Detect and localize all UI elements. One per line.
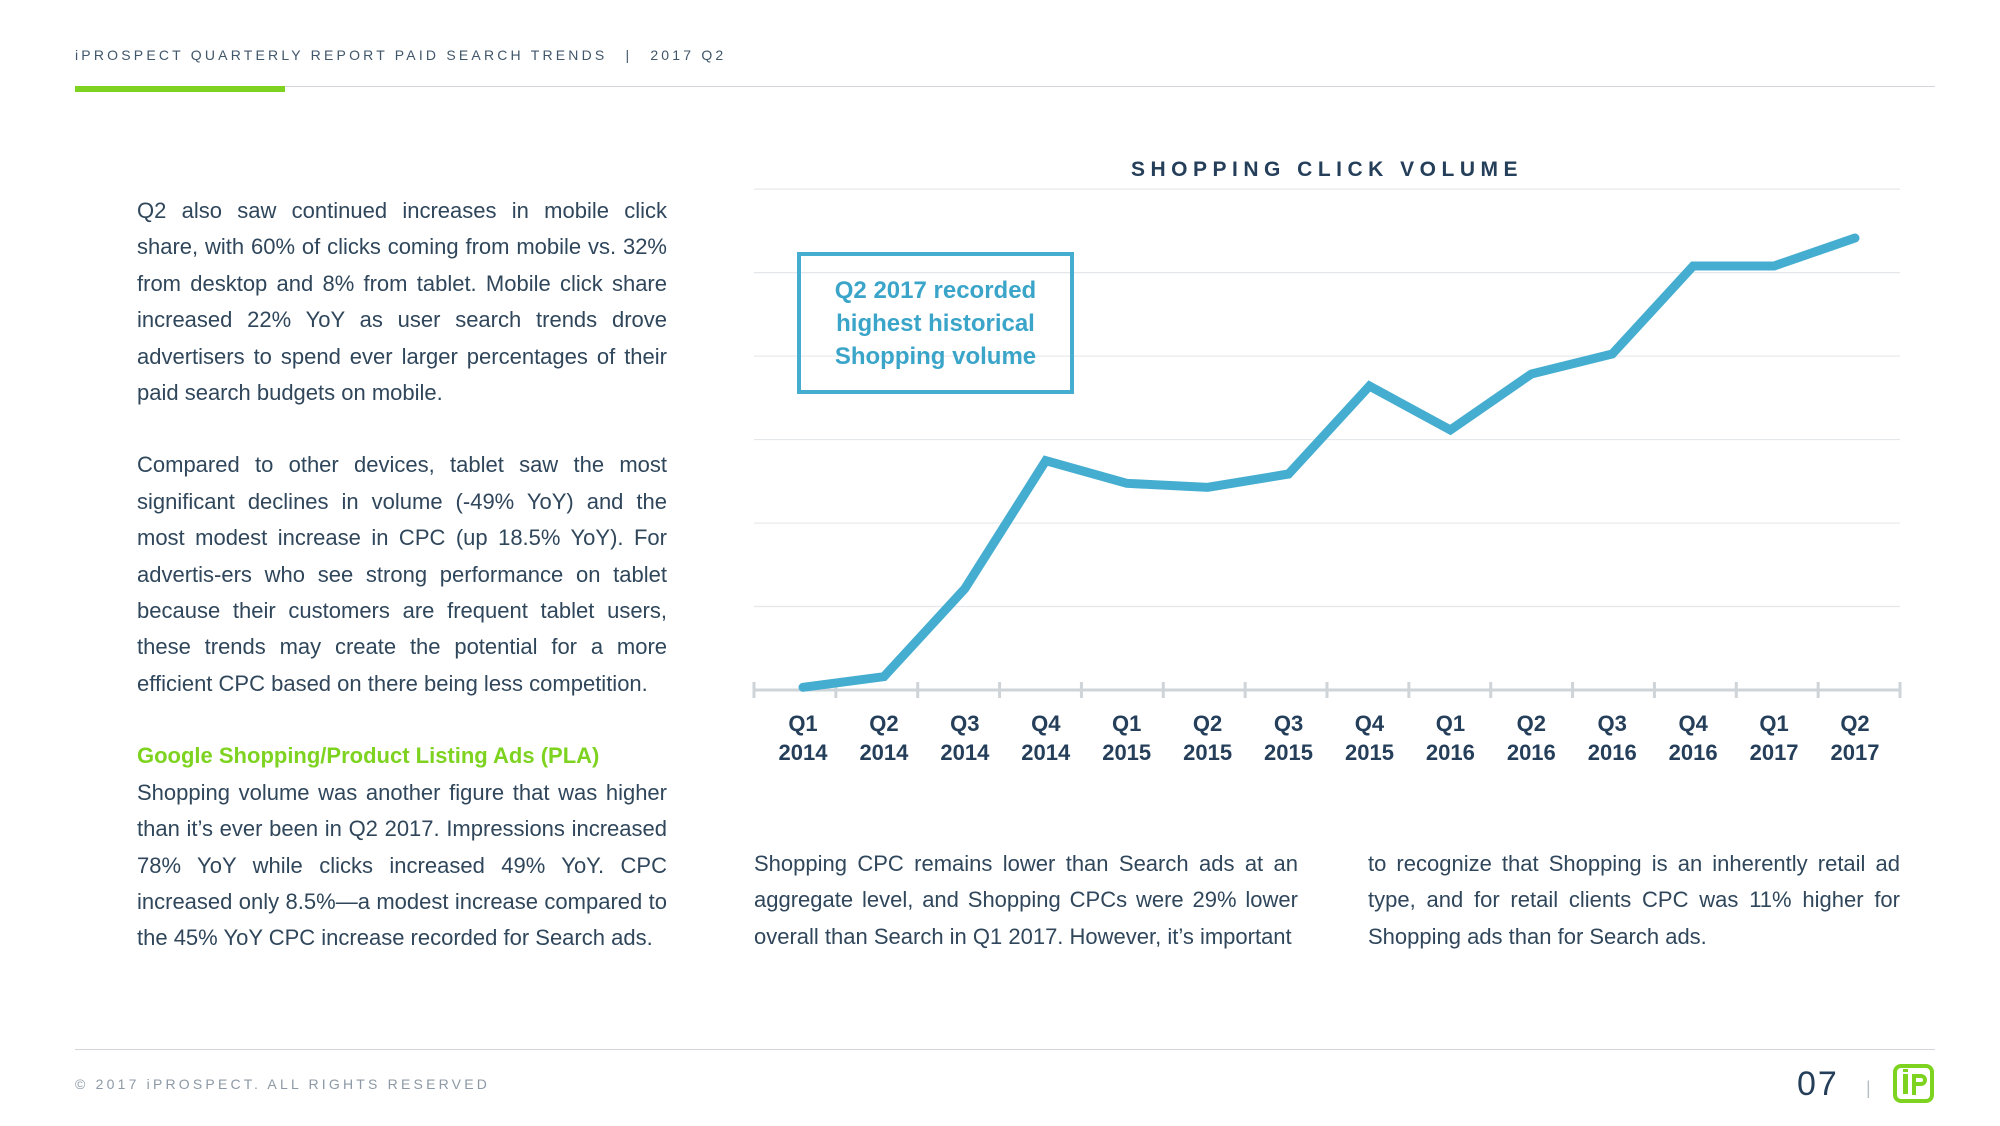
x-tick-label-quarter: Q3 <box>1598 711 1627 736</box>
x-tick-label-year: 2015 <box>1102 740 1151 765</box>
report-header: iPROSPECT QUARTERLY REPORT PAID SEARCH T… <box>75 47 726 63</box>
page-number: 07 <box>1797 1065 1839 1103</box>
x-tick-label-year: 2017 <box>1750 740 1799 765</box>
x-tick-label-quarter: Q1 <box>1759 711 1788 736</box>
series-line <box>798 233 1860 692</box>
data-point <box>1773 265 1775 267</box>
x-tick-label-quarter: Q1 <box>788 711 817 736</box>
data-point <box>883 676 885 678</box>
x-tick-label-year: 2015 <box>1345 740 1394 765</box>
x-tick-label-quarter: Q4 <box>1355 711 1385 736</box>
header-rule <box>75 86 1935 87</box>
shopping-volume-paragraph: Shopping volume was another figure that … <box>137 779 667 951</box>
data-point <box>802 686 804 688</box>
header-separator: | <box>625 47 633 63</box>
x-tick-label-quarter: Q1 <box>1112 711 1141 736</box>
x-tick-label-quarter: Q2 <box>1517 711 1546 736</box>
data-point <box>1611 353 1613 355</box>
data-point <box>1207 486 1209 488</box>
cpc-text-column-2: to recognize that Shopping is an inheren… <box>1368 851 1900 949</box>
x-tick-label-year: 2014 <box>1021 740 1071 765</box>
chart-callout: Q2 2017 recorded highest historical Shop… <box>797 252 1074 394</box>
cpc-text-column-1: Shopping CPC remains lower than Search a… <box>754 851 1298 949</box>
footer-separator: | <box>1866 1078 1871 1098</box>
x-tick-label-year: 2014 <box>940 740 990 765</box>
footer-rule <box>75 1049 1935 1050</box>
x-tick-label-quarter: Q1 <box>1436 711 1465 736</box>
pla-heading: Google Shopping/Product Listing Ads (PLA… <box>137 743 600 769</box>
header-accent-bar <box>75 86 285 92</box>
x-tick-label-year: 2014 <box>859 740 909 765</box>
data-point <box>964 588 966 590</box>
x-tick-label-year: 2016 <box>1669 740 1718 765</box>
x-tick-label-year: 2016 <box>1588 740 1637 765</box>
data-point <box>1449 429 1451 431</box>
data-point <box>1368 385 1370 387</box>
data-point <box>1692 265 1694 267</box>
chart-title: SHOPPING CLICK VOLUME <box>1130 158 1524 181</box>
iprospect-logo-icon <box>1893 1064 1934 1103</box>
mobile-share-paragraph: Q2 also saw continued increases in mobil… <box>137 198 667 406</box>
x-tick-label-year: 2017 <box>1831 740 1880 765</box>
data-point <box>1045 460 1047 462</box>
x-tick-label-quarter: Q2 <box>1193 711 1222 736</box>
x-tick-label-year: 2014 <box>779 740 829 765</box>
x-tick-label-quarter: Q3 <box>1274 711 1303 736</box>
x-tick-label-quarter: Q2 <box>1840 711 1869 736</box>
x-tick-label-quarter: Q3 <box>950 711 979 736</box>
x-tick-label-year: 2015 <box>1264 740 1313 765</box>
x-tick-label-quarter: Q4 <box>1031 711 1061 736</box>
x-tick-label-quarter: Q2 <box>869 711 898 736</box>
x-tick-label-year: 2016 <box>1426 740 1475 765</box>
footer-copyright: © 2017 iPROSPECT. ALL RIGHTS RESERVED <box>75 1076 491 1092</box>
report-title: iPROSPECT QUARTERLY REPORT PAID SEARCH T… <box>75 47 608 63</box>
x-tick-label-year: 2015 <box>1183 740 1232 765</box>
tablet-paragraph: Compared to other devices, tablet saw th… <box>137 452 667 696</box>
data-point <box>1288 473 1290 475</box>
x-tick-label-quarter: Q4 <box>1678 711 1708 736</box>
report-period: 2017 Q2 <box>650 47 727 63</box>
data-point <box>1854 237 1856 239</box>
data-point <box>1530 373 1532 375</box>
x-tick-label-year: 2016 <box>1507 740 1556 765</box>
data-point <box>1126 482 1128 484</box>
left-text-column: Q2 also saw continued increases in mobil… <box>137 193 667 957</box>
